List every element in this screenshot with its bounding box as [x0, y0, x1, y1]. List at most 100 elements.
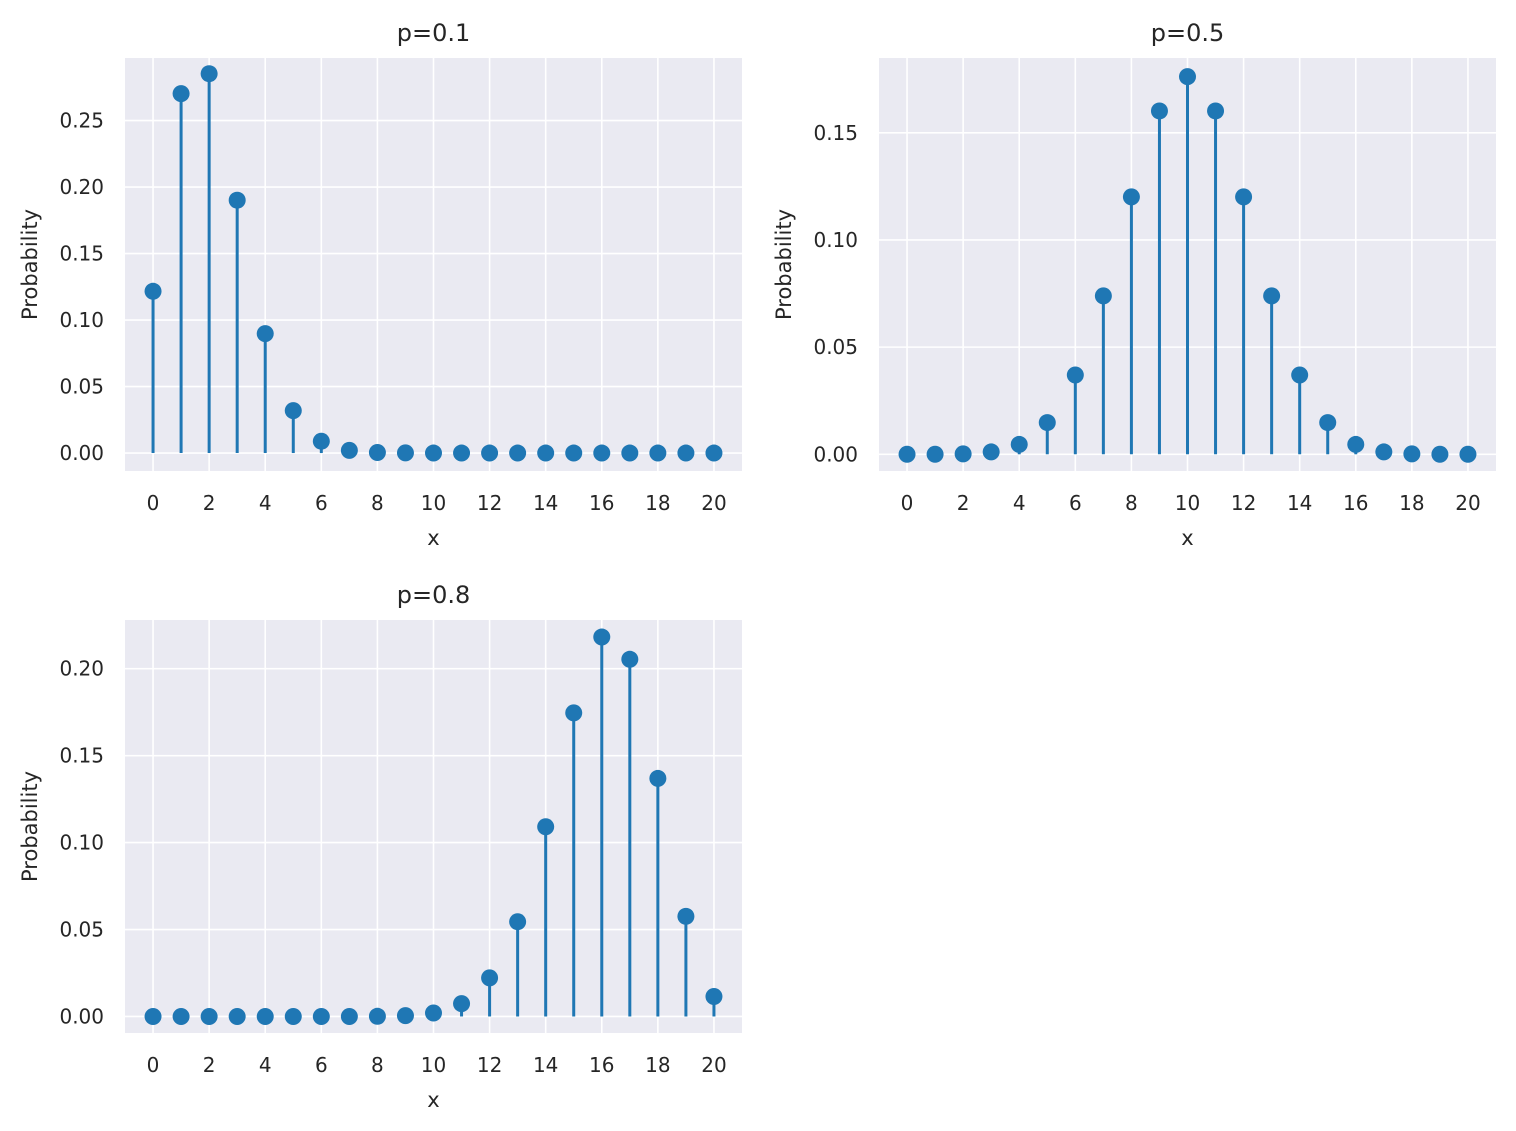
stem-marker — [898, 445, 916, 463]
y-tick-label: 0.00 — [813, 442, 858, 466]
stem-marker — [565, 444, 583, 462]
y-tick-label: 0.10 — [59, 831, 104, 855]
stem-marker — [172, 85, 190, 103]
stem-marker — [312, 1007, 330, 1025]
stem-marker — [1347, 435, 1365, 453]
stem-marker — [649, 444, 667, 462]
x-tick-label: 0 — [147, 491, 160, 515]
stem-marker — [537, 444, 555, 462]
stem-marker — [1291, 366, 1309, 384]
x-tick-label: 2 — [203, 1053, 216, 1077]
x-tick-label: 10 — [1175, 491, 1200, 515]
subplot-1: 0 2 4 6 8 10 12 14 16 18 20 0.00 0.05 0.10 0.15 x Probab… — [772, 19, 1496, 550]
x-tick-label: 14 — [1287, 491, 1312, 515]
y-axis-label: Probability — [772, 209, 796, 320]
x-tick-label: 6 — [315, 1053, 328, 1077]
y-tick-label: 0.00 — [59, 1004, 104, 1028]
stem-marker — [1122, 188, 1140, 206]
stem-marker — [453, 995, 471, 1013]
stem-marker — [396, 1007, 414, 1025]
stem-marker — [1403, 445, 1421, 463]
stem-marker — [453, 444, 471, 462]
stem-marker — [312, 432, 330, 450]
stem-marker — [954, 445, 972, 463]
stem-marker — [481, 969, 499, 987]
stem-marker — [1263, 287, 1281, 305]
x-tick-label: 6 — [1069, 491, 1082, 515]
x-tick-label: 18 — [645, 491, 670, 515]
y-tick-label: 0.25 — [59, 109, 104, 133]
stem-marker — [284, 402, 302, 420]
y-tick-label: 0.00 — [59, 441, 104, 465]
subplot-0: 0 2 4 6 8 10 12 14 16 18 20 0.00 0.05 0.10 0.15 0.20 0.2… — [18, 19, 742, 550]
stem-marker — [593, 444, 611, 462]
x-axis-label: x — [427, 1088, 439, 1112]
y-tick-label: 0.15 — [59, 744, 104, 768]
stem-marker — [340, 1007, 358, 1025]
stem-marker — [368, 444, 386, 462]
stem-marker — [144, 1007, 162, 1025]
stem-marker — [396, 444, 414, 462]
y-tick-label: 0.15 — [59, 242, 104, 266]
stem-marker — [537, 818, 555, 836]
y-tick-label: 0.20 — [59, 175, 104, 199]
x-tick-label: 14 — [533, 1053, 558, 1077]
stem-marker — [621, 444, 639, 462]
chart-title: p=0.8 — [397, 581, 471, 609]
stem-marker — [565, 704, 583, 722]
stem-marker — [1319, 414, 1337, 432]
stem-marker — [705, 987, 723, 1005]
x-tick-label: 14 — [533, 491, 558, 515]
x-tick-label: 4 — [259, 491, 272, 515]
x-tick-label: 2 — [957, 491, 970, 515]
stem-marker — [1431, 445, 1449, 463]
x-axis-label: x — [427, 526, 439, 550]
x-tick-label: 4 — [259, 1053, 272, 1077]
stem-marker — [1094, 287, 1112, 305]
x-tick-label: 16 — [589, 491, 614, 515]
stem-marker — [677, 444, 695, 462]
stem-marker — [200, 1007, 218, 1025]
y-tick-label: 0.05 — [813, 335, 858, 359]
y-tick-label: 0.20 — [59, 657, 104, 681]
stem-marker — [172, 1007, 190, 1025]
stem-marker — [1375, 443, 1393, 461]
x-tick-label: 12 — [477, 1053, 502, 1077]
subplot-2: 0 2 4 6 8 10 12 14 16 18 20 0.00 0.05 0.10 0.15 0.20 x Pr… — [18, 581, 742, 1112]
stem-marker — [926, 445, 944, 463]
y-axis-label: Probability — [18, 209, 42, 320]
stem-marker — [705, 444, 723, 462]
stem-marker — [340, 441, 358, 459]
y-tick-label: 0.05 — [59, 375, 104, 399]
x-tick-label: 12 — [1231, 491, 1256, 515]
x-tick-label: 20 — [701, 1053, 726, 1077]
stem-marker — [677, 907, 695, 925]
stem-marker — [982, 443, 1000, 461]
stem-marker — [256, 325, 274, 343]
chart-title: p=0.1 — [397, 19, 471, 47]
stem-marker — [228, 1007, 246, 1025]
x-tick-label: 8 — [1125, 491, 1138, 515]
stem-marker — [200, 65, 218, 83]
x-tick-label: 20 — [701, 491, 726, 515]
stem-marker — [1459, 445, 1477, 463]
stem-marker — [593, 628, 611, 646]
stem-marker — [481, 444, 499, 462]
y-axis-label: Probability — [18, 771, 42, 882]
x-tick-label: 8 — [371, 491, 384, 515]
x-tick-label: 4 — [1013, 491, 1026, 515]
x-axis-label: x — [1181, 526, 1193, 550]
stem-marker — [1207, 102, 1225, 120]
stem-marker — [1010, 435, 1028, 453]
x-tick-label: 8 — [371, 1053, 384, 1077]
stem-marker — [256, 1007, 274, 1025]
x-tick-label: 20 — [1455, 491, 1480, 515]
x-tick-label: 2 — [203, 491, 216, 515]
stem-marker — [228, 191, 246, 209]
stem-marker — [1179, 68, 1196, 86]
stem-marker — [284, 1007, 302, 1025]
stem-marker — [425, 1004, 442, 1022]
x-tick-label: 10 — [421, 491, 446, 515]
y-tick-label: 0.15 — [813, 121, 858, 145]
stem-marker — [509, 913, 527, 931]
